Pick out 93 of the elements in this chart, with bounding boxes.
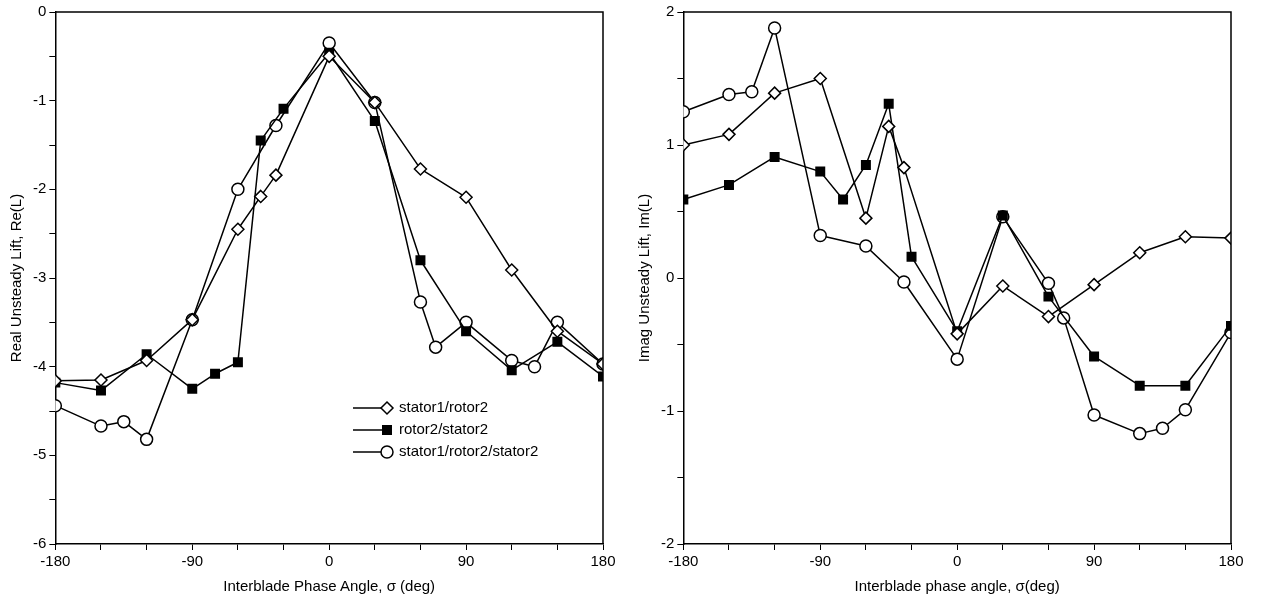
point <box>1087 408 1101 422</box>
point <box>322 36 336 50</box>
point <box>369 116 380 127</box>
x-tick-label: 0 <box>953 552 962 570</box>
point <box>1155 421 1170 436</box>
x-tick-label: 0 <box>325 552 334 570</box>
legend-label: rotor2/stator2 <box>399 420 489 438</box>
y-tick-label: -1 <box>660 401 675 419</box>
y-tick-label: 0 <box>37 2 47 20</box>
x-tick-label: 180 <box>590 552 616 570</box>
point <box>253 189 268 204</box>
point <box>767 86 782 100</box>
point <box>859 239 873 253</box>
point <box>506 365 517 376</box>
y-axis-title: Real Unsteady Lift, Re(L) <box>7 193 25 363</box>
y-tick-label: 0 <box>665 268 675 286</box>
y-axis-title: Imag Unsteady Lift, Im(L) <box>635 193 653 363</box>
point <box>950 327 964 341</box>
point <box>897 160 911 175</box>
y-tick-label: -1 <box>32 90 47 108</box>
point <box>859 211 873 225</box>
point <box>996 279 1010 293</box>
point <box>413 295 428 309</box>
point <box>1041 276 1056 291</box>
x-tick-label: -90 <box>181 552 204 570</box>
point <box>883 98 894 109</box>
point <box>1178 402 1193 417</box>
point <box>950 352 964 366</box>
point <box>117 414 131 429</box>
point <box>231 222 245 236</box>
point <box>745 85 759 99</box>
point <box>139 353 154 368</box>
point <box>1178 230 1193 244</box>
point <box>415 255 426 266</box>
point <box>94 419 108 433</box>
y-tick-label: -3 <box>32 268 47 286</box>
point <box>255 135 266 146</box>
point <box>550 324 565 338</box>
x-tick-label: 180 <box>1218 552 1244 570</box>
point <box>897 275 911 289</box>
x-axis-title: Interblade phase angle, σ(deg) <box>854 577 1060 595</box>
point <box>769 151 780 162</box>
y-tick-label: -2 <box>660 534 675 552</box>
x-tick-label: 90 <box>1085 552 1103 570</box>
x-axis-title: Interblade Phase Angle, σ (deg) <box>223 577 436 595</box>
point <box>813 71 827 86</box>
x-tick-label: -180 <box>40 552 71 570</box>
point <box>906 251 917 262</box>
point <box>1132 245 1147 260</box>
y-tick-label: -4 <box>32 356 47 374</box>
point <box>95 385 106 396</box>
y-tick-label: -2 <box>32 179 47 197</box>
point <box>527 359 542 374</box>
point <box>838 194 849 205</box>
point <box>413 162 428 176</box>
point <box>1134 380 1145 391</box>
point <box>139 432 154 447</box>
x-tick-label: 90 <box>457 552 475 570</box>
point <box>1087 277 1101 292</box>
y-tick-label: 1 <box>665 135 675 153</box>
point <box>1041 309 1056 324</box>
point <box>813 228 827 243</box>
y-tick-label: 2 <box>665 2 675 20</box>
point <box>210 368 221 379</box>
point <box>723 179 734 190</box>
point <box>278 103 289 114</box>
legend-label: stator1/rotor2 <box>399 398 489 416</box>
point <box>1180 380 1191 391</box>
point <box>269 168 283 182</box>
point <box>231 182 245 197</box>
point <box>1089 351 1100 362</box>
point <box>504 263 519 277</box>
x-tick-label: -180 <box>668 552 699 570</box>
legend-label: stator1/rotor2/stator2 <box>399 442 539 460</box>
point <box>722 87 736 102</box>
point <box>459 190 473 205</box>
point <box>881 119 896 134</box>
point <box>322 49 336 64</box>
point <box>1043 291 1054 302</box>
y-tick-label: -5 <box>32 445 47 463</box>
point <box>428 340 443 354</box>
point <box>552 336 563 347</box>
point <box>232 357 243 368</box>
point <box>722 127 736 142</box>
point <box>767 21 782 35</box>
y-tick-label: -6 <box>32 534 47 552</box>
point <box>860 159 871 170</box>
point <box>94 373 108 387</box>
point <box>461 326 472 337</box>
point <box>1132 426 1147 441</box>
x-tick-label: -90 <box>809 552 832 570</box>
point <box>815 166 826 177</box>
point <box>187 383 198 394</box>
